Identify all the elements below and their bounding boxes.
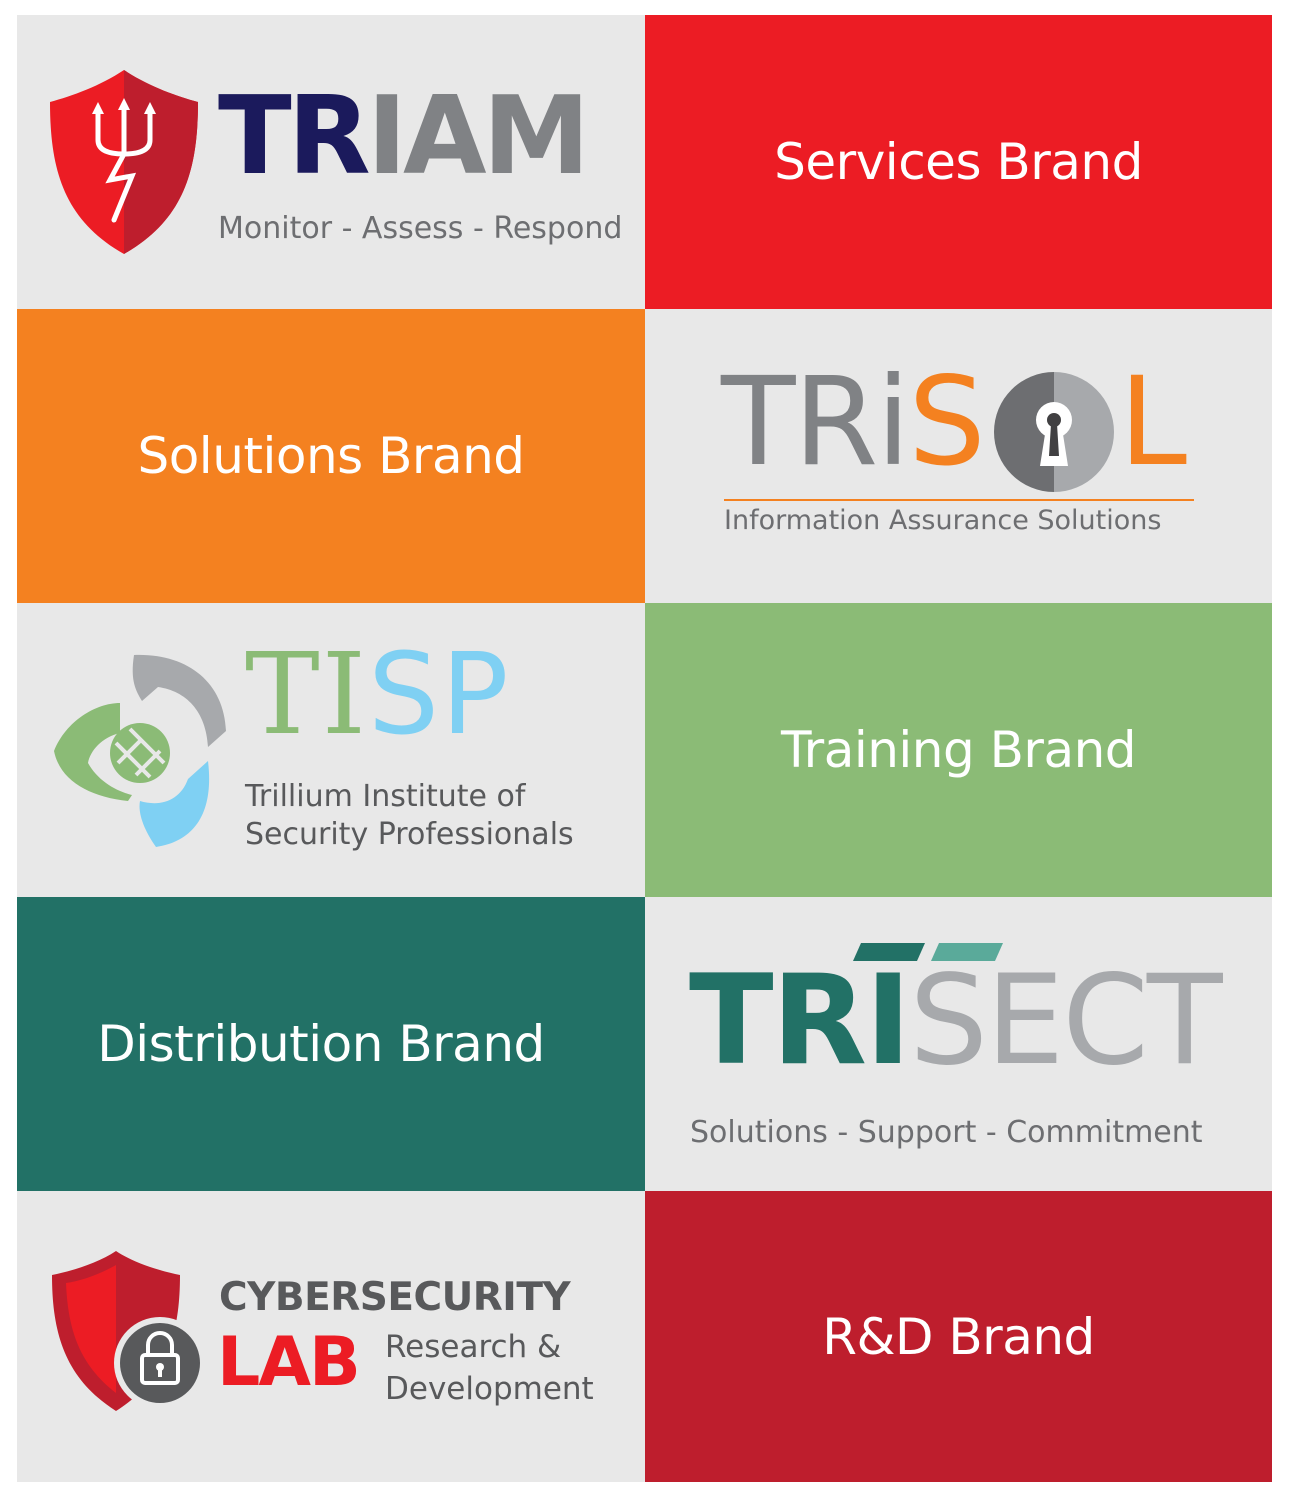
trisect-tri: TRI: [689, 949, 911, 1093]
cyberlab-logo: CYBERSECURITY LAB Research & Development: [17, 1191, 645, 1482]
triam-tr: TR: [218, 74, 371, 199]
trisol-tri: TRi: [721, 351, 910, 493]
training-brand-label: Training Brand: [780, 721, 1137, 779]
brand-grid: TRIAM Monitor - Assess - Respond Service…: [17, 15, 1272, 1482]
tisp-logo-cell: TISP Trillium Institute of Security Prof…: [17, 603, 645, 897]
triam-iam: IAM: [366, 74, 590, 199]
cyberlab-lab: LAB: [217, 1323, 361, 1402]
tisp-line1: Trillium Institute of: [245, 779, 526, 814]
trisol-logo: TRiS L Information Assurance Solutions: [645, 309, 1272, 603]
training-brand-cell: Training Brand: [645, 603, 1272, 897]
rd-brand-label: R&D Brand: [822, 1307, 1095, 1366]
trisol-s: S: [908, 351, 985, 493]
trisect-tagline: Solutions - Support - Commitment: [690, 1115, 1203, 1150]
trisect-wordmark: TRISECT: [689, 959, 1223, 1083]
trident-shield-icon: [50, 70, 198, 254]
triam-logo: TRIAM Monitor - Assess - Respond: [17, 15, 645, 309]
trisect-accent-bars: [853, 943, 1003, 961]
triam-logo-cell: TRIAM Monitor - Assess - Respond: [17, 15, 645, 309]
trisect-logo: TRISECT Solutions - Support - Commitment: [645, 897, 1272, 1191]
tisp-wordmark: TISP: [245, 639, 511, 751]
cyberlab-line2: Development: [385, 1371, 594, 1407]
trisect-logo-cell: TRISECT Solutions - Support - Commitment: [645, 897, 1272, 1191]
tisp-line2: Security Professionals: [245, 817, 574, 852]
distribution-brand-cell: Distribution Brand: [17, 897, 645, 1191]
trisol-tagline: Information Assurance Solutions: [724, 505, 1162, 536]
trillium-globe-icon: [54, 654, 226, 847]
solutions-brand-cell: Solutions Brand: [17, 309, 645, 603]
distribution-brand-label: Distribution Brand: [97, 1015, 545, 1073]
solutions-brand-label: Solutions Brand: [137, 427, 525, 485]
triam-tagline: Monitor - Assess - Respond: [218, 211, 623, 246]
trisol-logo-cell: TRiS L Information Assurance Solutions: [645, 309, 1272, 603]
rd-brand-cell: R&D Brand: [645, 1191, 1272, 1482]
trisect-sect: SECT: [909, 949, 1222, 1093]
tisp-sp: SP: [367, 630, 511, 760]
services-brand-label: Services Brand: [774, 133, 1143, 191]
cyberlab-title: CYBERSECURITY: [219, 1275, 571, 1320]
tisp-logo: TISP Trillium Institute of Security Prof…: [17, 603, 645, 897]
tisp-ti: TI: [245, 630, 368, 760]
cyberlab-line1: Research &: [385, 1329, 562, 1365]
trisol-underline: [724, 499, 1194, 501]
trisol-wordmark: TRiS: [721, 361, 986, 483]
services-brand-cell: Services Brand: [645, 15, 1272, 309]
triam-wordmark: TRIAM: [218, 83, 590, 191]
shield-padlock-icon: [52, 1251, 206, 1411]
keyhole-icon: [994, 372, 1114, 492]
trisol-l: L: [1119, 351, 1187, 493]
cyberlab-logo-cell: CYBERSECURITY LAB Research & Development: [17, 1191, 645, 1482]
